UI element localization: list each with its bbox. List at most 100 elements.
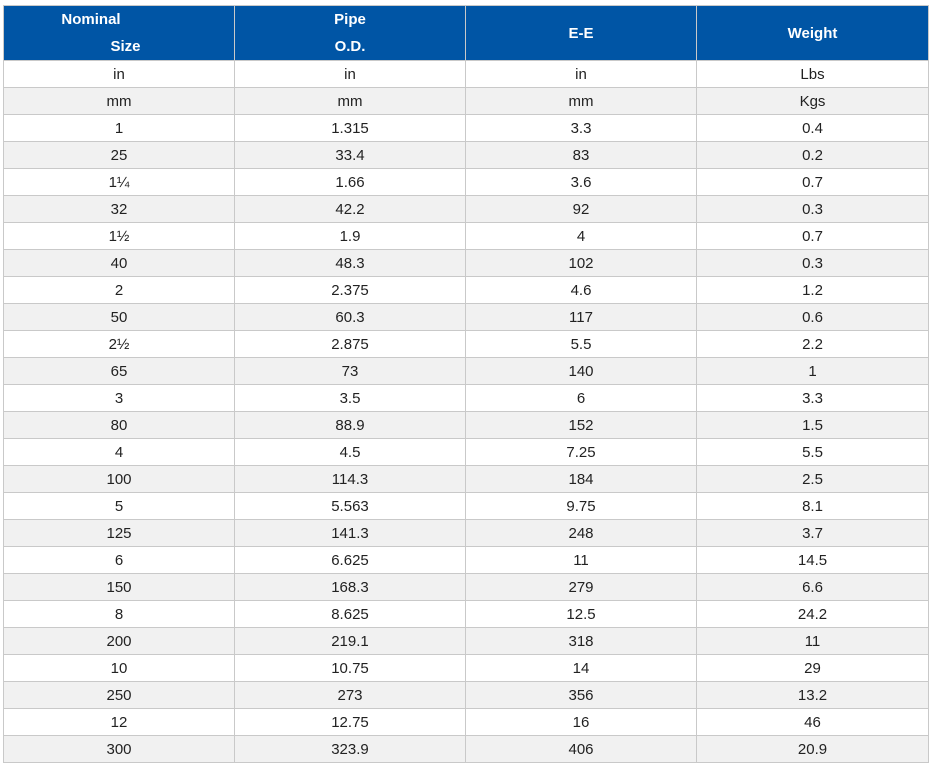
pipe-od-cell: 114.3 (234, 465, 466, 493)
ee-cell: 117 (465, 303, 697, 331)
pipe-dimension-table-container: Nominal Size Pipe O.D. E-E Weight in in in… (3, 5, 929, 763)
pipe-od-cell: 12.75 (234, 708, 466, 736)
weight-cell: 5.5 (696, 438, 929, 466)
pipe-od-cell: 8.625 (234, 600, 466, 628)
nominal-size-cell: 200 (3, 627, 235, 655)
weight-cell: 0.6 (696, 303, 929, 331)
weight-cell: 1.5 (696, 411, 929, 439)
weight-cell: 1 (696, 357, 929, 385)
table-row: 250 273 356 13.2 (3, 681, 929, 709)
ee-cell: 4.6 (465, 276, 697, 304)
pipe-od-cell: 168.3 (234, 573, 466, 601)
nominal-size-cell: 2½ (3, 330, 235, 358)
nominal-size-cell: 50 (3, 303, 235, 331)
weight-cell: 6.6 (696, 573, 929, 601)
table-row: 100 114.3 184 2.5 (3, 465, 929, 493)
ee-cell: 318 (465, 627, 697, 655)
weight-cell: 3.3 (696, 384, 929, 412)
nominal-size-cell: 3 (3, 384, 235, 412)
weight-cell: 0.3 (696, 249, 929, 277)
nominal-size-cell: 40 (3, 249, 235, 277)
ee-cell: 7.25 (465, 438, 697, 466)
table-row: 32 42.2 92 0.3 (3, 195, 929, 223)
ee-cell: 92 (465, 195, 697, 223)
nominal-size-cell: mm (3, 87, 235, 115)
weight-cell: 13.2 (696, 681, 929, 709)
nominal-size-cell: 150 (3, 573, 235, 601)
table-header: Nominal Size Pipe O.D. E-E Weight (3, 5, 929, 61)
pipe-od-cell: 141.3 (234, 519, 466, 547)
table-row: 5 5.563 9.75 8.1 (3, 492, 929, 520)
weight-cell: 20.9 (696, 735, 929, 763)
ee-cell: 83 (465, 141, 697, 169)
nominal-size-cell: 4 (3, 438, 235, 466)
header-nominal-size-line2: Size (110, 38, 141, 55)
table-row: 10 10.75 14 29 (3, 654, 929, 682)
table-row: 8 8.625 12.5 24.2 (3, 600, 929, 628)
nominal-size-cell: 12 (3, 708, 235, 736)
table-row: 150 168.3 279 6.6 (3, 573, 929, 601)
header-nominal-size: Nominal Size (3, 5, 235, 61)
pipe-od-cell: 3.5 (234, 384, 466, 412)
nominal-size-cell: 250 (3, 681, 235, 709)
header-row: Nominal Size Pipe O.D. E-E Weight (3, 5, 929, 61)
nominal-size-cell: 8 (3, 600, 235, 628)
pipe-od-cell: 5.563 (234, 492, 466, 520)
nominal-size-cell: 300 (3, 735, 235, 763)
nominal-size-cell: 125 (3, 519, 235, 547)
weight-cell: 0.7 (696, 168, 929, 196)
table-row: 2½ 2.875 5.5 2.2 (3, 330, 929, 358)
ee-cell: 248 (465, 519, 697, 547)
ee-cell: in (465, 60, 697, 88)
table-row: 125 141.3 248 3.7 (3, 519, 929, 547)
pipe-od-cell: 6.625 (234, 546, 466, 574)
table-row: 3 3.5 6 3.3 (3, 384, 929, 412)
table-row: 300 323.9 406 20.9 (3, 735, 929, 763)
ee-cell: 6 (465, 384, 697, 412)
pipe-od-cell: 273 (234, 681, 466, 709)
pipe-od-cell: in (234, 60, 466, 88)
nominal-size-cell: 1 (3, 114, 235, 142)
ee-cell: 12.5 (465, 600, 697, 628)
weight-cell: Kgs (696, 87, 929, 115)
pipe-od-cell: 1.315 (234, 114, 466, 142)
nominal-size-cell: 1¼ (3, 168, 235, 196)
ee-cell: 11 (465, 546, 697, 574)
ee-cell: 4 (465, 222, 697, 250)
pipe-od-cell: 4.5 (234, 438, 466, 466)
table-row: mm mm mm Kgs (3, 87, 929, 115)
table-row: 12 12.75 16 46 (3, 708, 929, 736)
ee-cell: 184 (465, 465, 697, 493)
pipe-od-cell: 2.375 (234, 276, 466, 304)
table-row: 1 1.315 3.3 0.4 (3, 114, 929, 142)
weight-cell: 0.2 (696, 141, 929, 169)
weight-cell: 46 (696, 708, 929, 736)
nominal-size-cell: 2 (3, 276, 235, 304)
nominal-size-cell: in (3, 60, 235, 88)
pipe-od-cell: 1.9 (234, 222, 466, 250)
weight-cell: 2.2 (696, 330, 929, 358)
weight-cell: 1.2 (696, 276, 929, 304)
ee-cell: mm (465, 87, 697, 115)
pipe-od-cell: 33.4 (234, 141, 466, 169)
table-row: 40 48.3 102 0.3 (3, 249, 929, 277)
header-pipe-od: Pipe O.D. (234, 5, 466, 61)
weight-cell: Lbs (696, 60, 929, 88)
pipe-od-cell: 73 (234, 357, 466, 385)
ee-cell: 102 (465, 249, 697, 277)
pipe-od-cell: 48.3 (234, 249, 466, 277)
pipe-od-cell: 10.75 (234, 654, 466, 682)
weight-cell: 11 (696, 627, 929, 655)
table-row: in in in Lbs (3, 60, 929, 88)
table-row: 80 88.9 152 1.5 (3, 411, 929, 439)
table-body: in in in Lbs mm mm mm Kgs 1 1.315 3.3 0.4 25 33.4 83 0.… (3, 60, 929, 763)
table-row: 4 4.5 7.25 5.5 (3, 438, 929, 466)
ee-cell: 152 (465, 411, 697, 439)
nominal-size-cell: 6 (3, 546, 235, 574)
header-pipe-od-line2: O.D. (334, 38, 366, 55)
ee-cell: 3.6 (465, 168, 697, 196)
table-row: 1¼ 1.66 3.6 0.7 (3, 168, 929, 196)
weight-cell: 2.5 (696, 465, 929, 493)
header-nominal-size-line1: Nominal (61, 11, 121, 28)
pipe-dimension-table: Nominal Size Pipe O.D. E-E Weight in in in… (3, 5, 929, 763)
